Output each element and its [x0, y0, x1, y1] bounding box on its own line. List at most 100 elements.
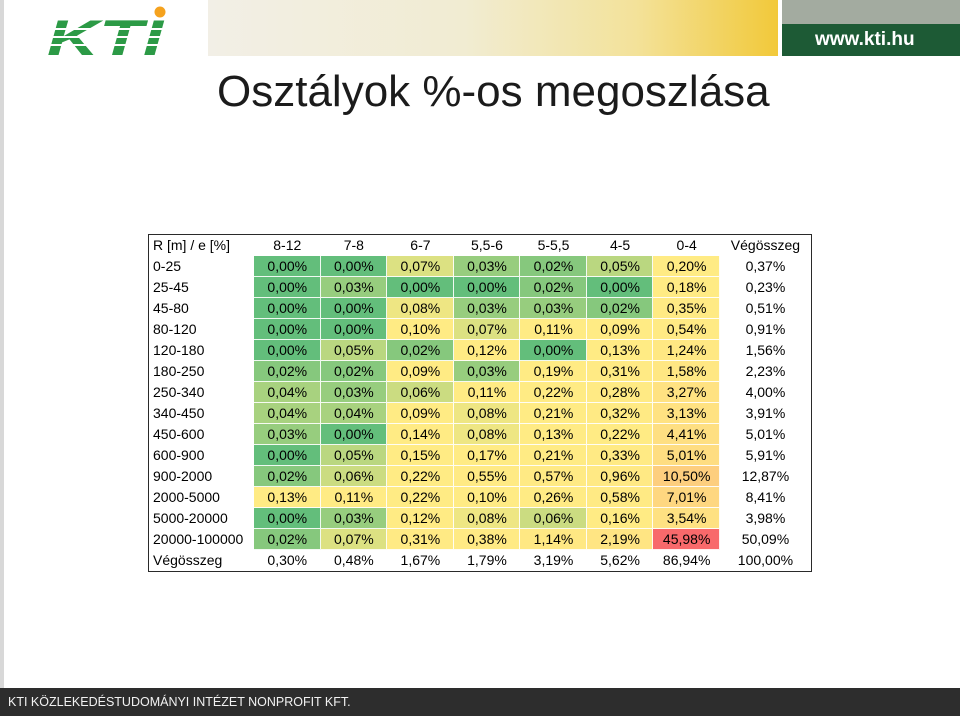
table-cell: 0,11%: [320, 487, 388, 508]
table-cell: 3,13%: [653, 403, 720, 424]
row-label: 900-2000: [153, 468, 213, 484]
table-cell: 0,15%: [387, 445, 454, 466]
logo-area: KTI: [4, 0, 206, 66]
table-cell: 2,19%: [586, 529, 654, 550]
table-cell: 0,19%: [520, 361, 587, 382]
row-total-cell: 3,91%: [745, 405, 786, 421]
table-cell: 0,02%: [254, 466, 321, 487]
table-cell: 0,02%: [320, 361, 388, 382]
table-cell: 0,07%: [320, 529, 388, 550]
table-cell: 0,09%: [586, 319, 654, 340]
table-cell: 0,10%: [453, 487, 521, 508]
table-cell: 0,58%: [586, 487, 654, 508]
slide-left-edge: [0, 0, 4, 688]
table-cell: 0,55%: [453, 466, 521, 487]
table-cell: 0,08%: [453, 508, 521, 529]
table-cell: 0,09%: [387, 361, 454, 382]
column-header: 7-8: [343, 237, 364, 253]
table-cell: 0,05%: [586, 256, 654, 277]
table-cell: 0,38%: [453, 529, 521, 550]
column-header: 5,5-6: [471, 237, 503, 253]
table-cell: 0,33%: [586, 445, 654, 466]
table-cell: 0,00%: [254, 319, 321, 340]
table-cell: 0,18%: [653, 277, 720, 298]
row-label: 20000-100000: [153, 531, 244, 547]
table-cell: 0,07%: [387, 256, 454, 277]
row-total-cell: 4,00%: [745, 384, 786, 400]
table-cell: 0,03%: [520, 298, 587, 319]
table-cell: 7,01%: [653, 487, 720, 508]
table-cell: 0,08%: [387, 298, 454, 319]
table-cell: 3,27%: [653, 382, 720, 403]
table-cell: 0,13%: [586, 340, 654, 361]
table-cell: 0,06%: [320, 466, 388, 487]
table-cell: 0,09%: [387, 403, 454, 424]
table-cell: 45,98%: [653, 529, 720, 550]
table-cell: 0,03%: [320, 508, 388, 529]
column-header: 5-5,5: [537, 237, 570, 253]
table-cell: 0,00%: [520, 340, 587, 361]
table-cell: 0,13%: [254, 487, 321, 508]
column-total-cell: 3,19%: [533, 552, 574, 568]
table-cell: 0,02%: [387, 340, 454, 361]
logo-dot-icon: [154, 6, 166, 18]
footer-bar: KTI KÖZLEKEDÉSTUDOMÁNYI INTÉZET NONPROFI…: [0, 688, 960, 716]
table-cell: 0,04%: [254, 403, 321, 424]
table-cell: 0,31%: [387, 529, 454, 550]
table-cell: 0,00%: [387, 277, 454, 298]
table-cell: 0,08%: [453, 403, 521, 424]
row-total-cell: 50,09%: [741, 531, 790, 547]
corner-header: R [m] / e [%]: [153, 237, 231, 253]
row-label: 0-25: [153, 258, 182, 274]
table-cell: 0,06%: [387, 382, 454, 403]
table-cell: 0,00%: [254, 445, 321, 466]
table-cell: 0,04%: [254, 382, 321, 403]
grand-total-cell: 100,00%: [737, 552, 794, 568]
table-cell: 0,06%: [520, 508, 587, 529]
table-cell: 0,21%: [520, 403, 587, 424]
table-cell: 0,96%: [586, 466, 654, 487]
column-header: 0-4: [676, 237, 697, 253]
table-cell: 0,31%: [586, 361, 654, 382]
website-box-main: www.kti.hu: [782, 24, 960, 56]
table-cell: 0,03%: [453, 361, 521, 382]
table-cell: 0,02%: [586, 298, 654, 319]
table-cell: 4,41%: [653, 424, 720, 445]
logo-speed-stripe: [44, 44, 172, 46]
row-label: 600-900: [153, 447, 205, 463]
table-cell: 0,16%: [586, 508, 654, 529]
column-header: 4-5: [609, 237, 631, 253]
table-cell: 1,24%: [653, 340, 720, 361]
row-label: 45-80: [153, 300, 189, 316]
table-cell: 0,21%: [520, 445, 587, 466]
table-cell: 0,07%: [453, 319, 521, 340]
table-cell: 0,00%: [254, 277, 321, 298]
table-cell: 0,57%: [520, 466, 587, 487]
header-gradient-band: [208, 0, 778, 56]
row-total-cell: 5,01%: [745, 426, 786, 442]
table-cell: 0,05%: [320, 445, 388, 466]
row-total-cell: 1,56%: [745, 342, 786, 358]
table-cell: 0,26%: [520, 487, 587, 508]
row-total-cell: 0,51%: [745, 300, 786, 316]
table-cell: 0,14%: [387, 424, 454, 445]
table-cell: 0,22%: [387, 466, 454, 487]
table-cell: 0,10%: [387, 319, 454, 340]
table-cell: 0,03%: [453, 256, 521, 277]
table-cell: 0,32%: [586, 403, 654, 424]
row-total-cell: 0,37%: [745, 258, 786, 274]
table-cell: 0,22%: [520, 382, 587, 403]
table-cell: 0,11%: [453, 382, 521, 403]
row-label: 450-600: [153, 426, 205, 442]
table-cell: 0,00%: [320, 319, 388, 340]
table-cell: 0,05%: [320, 340, 388, 361]
column-total-cell: 0,30%: [267, 552, 308, 568]
table-cell: 0,00%: [320, 424, 388, 445]
table-cell: 10,50%: [653, 466, 720, 487]
table-cell: 0,12%: [387, 508, 454, 529]
row-total-cell: 0,91%: [745, 321, 786, 337]
table-cell: 0,03%: [254, 424, 321, 445]
column-header: Végösszeg: [730, 237, 801, 253]
row-label: 120-180: [153, 342, 205, 358]
